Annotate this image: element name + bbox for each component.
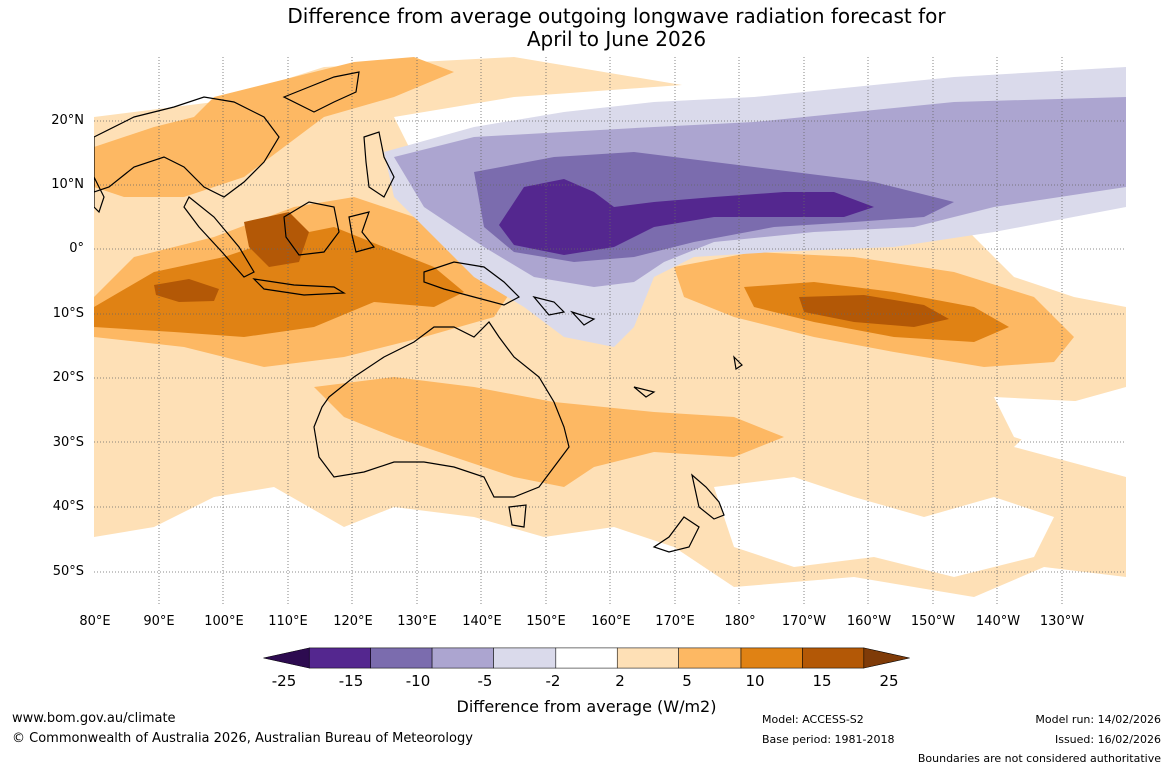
colorbar-label-minus15: -15 xyxy=(338,672,364,690)
anomaly-region-5-10-north xyxy=(94,57,454,197)
colorbar-swatch-below-25 xyxy=(263,647,310,669)
model-name: Model: ACCESS-S2 xyxy=(762,713,864,726)
lon-label-130w: 130°W xyxy=(1039,614,1085,629)
colorbar-title: Difference from average (W/m2) xyxy=(456,697,717,716)
lon-label-160w: 160°W xyxy=(846,614,892,629)
coastlines xyxy=(94,71,743,553)
colorbar-swatch-2-5 xyxy=(616,647,679,669)
anomaly-region-15-25-maritime xyxy=(244,212,309,267)
lon-label-170w: 170°W xyxy=(781,614,827,629)
colorbar-swatch-10-5 xyxy=(431,647,494,669)
boundaries-disclaimer: Boundaries are not considered authoritat… xyxy=(917,752,1161,765)
anomaly-region-15-25-indian xyxy=(154,279,219,302)
colorbar-swatch-25-15 xyxy=(308,647,371,669)
map-title-line2: April to June 2026 xyxy=(526,27,707,51)
lon-label-180: 180° xyxy=(724,614,756,629)
colorbar-swatch-15-25 xyxy=(802,647,865,669)
lon-label-80e: 80°E xyxy=(79,614,111,629)
colorbar-swatch-neutral xyxy=(555,647,618,669)
lon-label-170e: 170°E xyxy=(655,614,695,629)
lon-label-120e: 120°E xyxy=(333,614,373,629)
website-link[interactable]: www.bom.gov.au/climate xyxy=(12,711,176,726)
anomaly-region-neutral-south xyxy=(714,477,1054,577)
lon-label-100e: 100°E xyxy=(204,614,244,629)
colorbar-label-5: 5 xyxy=(682,672,692,690)
colorbar-swatch-15-10 xyxy=(370,647,433,669)
colorbar-label-2: 2 xyxy=(615,672,625,690)
olr-anomaly-map xyxy=(94,57,1126,604)
model-run-date: Model run: 14/02/2026 xyxy=(1035,713,1161,726)
colorbar-label-10: 10 xyxy=(745,672,765,690)
lat-label-10n: 10°N xyxy=(51,177,84,192)
map-canvas xyxy=(94,57,1126,604)
colorbar-swatch-5-10 xyxy=(678,647,742,669)
colorbar-label-15: 15 xyxy=(812,672,832,690)
lat-label-20s: 20°S xyxy=(52,370,84,385)
lon-label-150e: 150°E xyxy=(526,614,566,629)
lon-label-110e: 110°E xyxy=(268,614,308,629)
lon-label-160e: 160°E xyxy=(591,614,631,629)
anomaly-region-15-25-pacific xyxy=(799,295,949,327)
base-period: Base period: 1981-2018 xyxy=(762,733,895,746)
lat-label-50s: 50°S xyxy=(52,564,84,579)
anomaly-region-5-10-australia xyxy=(314,377,784,487)
colorbar-label-25: 25 xyxy=(879,672,899,690)
lat-label-20n: 20°N xyxy=(51,113,84,128)
lon-label-130e: 130°E xyxy=(397,614,437,629)
lon-label-140w: 140°W xyxy=(975,614,1021,629)
map-title-line1: Difference from average outgoing longwav… xyxy=(287,4,946,28)
anomaly-region-10-15-maritime xyxy=(94,227,464,337)
colorbar-label-minus5: -5 xyxy=(477,672,493,690)
colorbar-label-minus10: -10 xyxy=(405,672,431,690)
copyright-text: © Commonwealth of Australia 2026, Austra… xyxy=(12,731,473,746)
issued-date: Issued: 16/02/2026 xyxy=(1054,733,1161,746)
anomaly-region-minus-15-25 xyxy=(499,179,874,255)
lat-label-10s: 10°S xyxy=(52,306,84,321)
lat-label-30s: 30°S xyxy=(52,435,84,450)
colorbar-label-minus25: -25 xyxy=(271,672,297,690)
colorbar-swatch-5-2 xyxy=(493,647,557,669)
lon-label-150w: 150°W xyxy=(910,614,956,629)
lon-label-90e: 90°E xyxy=(143,614,175,629)
colorbar xyxy=(263,647,910,669)
lat-label-40s: 40°S xyxy=(52,499,84,514)
colorbar-swatch-10-15 xyxy=(740,647,803,669)
colorbar-swatch-above-25 xyxy=(863,647,910,669)
colorbar-label-minus2: -2 xyxy=(545,672,561,690)
lat-label-0: 0° xyxy=(69,241,84,256)
lon-label-140e: 140°E xyxy=(462,614,502,629)
